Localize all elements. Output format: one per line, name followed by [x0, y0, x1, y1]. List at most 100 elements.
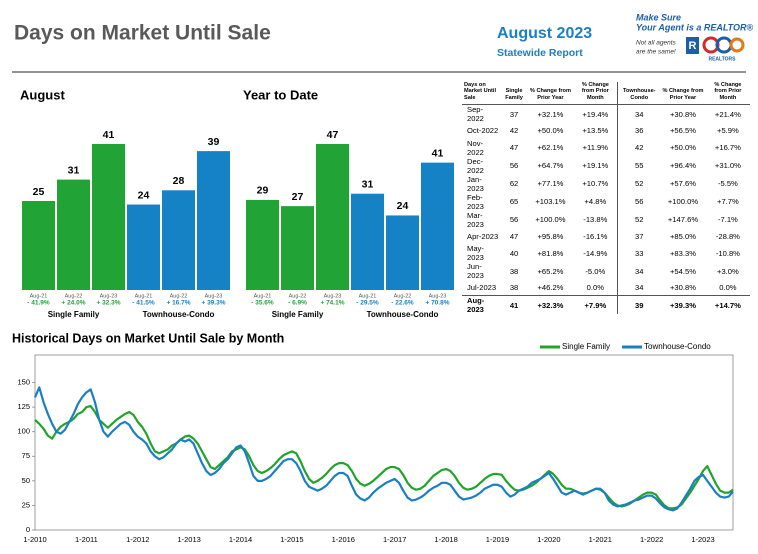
- table-cell: 42: [617, 138, 661, 157]
- x-tick-label: Aug-23: [324, 293, 342, 299]
- table-cell: Feb-2023: [467, 192, 484, 211]
- table-cell: 0.0%: [586, 283, 604, 293]
- table-cell: 47: [509, 143, 519, 153]
- table-cell: 62: [509, 179, 519, 189]
- table-cell: 65: [509, 197, 519, 207]
- bar-value-label: 28: [173, 175, 185, 187]
- bar-value-label: 41: [103, 129, 115, 141]
- table-cell: +19.1%: [582, 161, 609, 171]
- x-tick-label: 1-2023: [691, 535, 714, 544]
- table-cell: +16.7%: [714, 143, 741, 153]
- x-tick-label: 1-2015: [280, 535, 303, 544]
- report-subtitle: Statewide Report: [497, 47, 583, 59]
- group-label: Single Family: [272, 310, 324, 319]
- x-tick-label: Aug-21: [359, 293, 377, 299]
- column-header: Single Family: [500, 82, 528, 106]
- y-tick-label: 0: [26, 525, 30, 534]
- table-cell: 52: [617, 210, 661, 229]
- table-cell: -5.5%: [717, 179, 738, 189]
- column-header: % Change from Prior Year: [660, 82, 706, 106]
- bar-value-label: 24: [397, 200, 409, 212]
- table-cell: +13.5%: [582, 126, 609, 136]
- x-tick-label: Aug-22: [170, 293, 188, 299]
- change-label: + 70.8%: [425, 300, 449, 307]
- table-row: Mar-2023 56 +100.0% -13.8% 52 +147.6% -7.1%: [462, 210, 750, 229]
- table-cell: Sep-2022: [467, 105, 484, 124]
- table-cell: Mar-2023: [467, 210, 484, 229]
- table-row: Jun-2023 38 +65.2% -5.0% 34 +54.5% +3.0%: [462, 262, 750, 281]
- y-tick-label: 75: [22, 451, 30, 460]
- x-tick-label: Aug-23: [429, 293, 447, 299]
- table-cell: +21.4%: [714, 109, 741, 119]
- table-cell: +65.2%: [537, 266, 564, 276]
- table-cell: +46.2%: [537, 283, 564, 293]
- table-cell: 34: [617, 104, 661, 124]
- table-cell: 56: [509, 215, 519, 225]
- table-cell: 47: [509, 231, 519, 241]
- bar: [316, 144, 349, 290]
- table-cell: -16.1%: [583, 231, 608, 241]
- report-title: Days on Market Until Sale: [14, 22, 271, 45]
- change-label: + 32.3%: [96, 300, 120, 307]
- y-tick-label: 125: [17, 402, 30, 411]
- data-table: Days on Market Until Sale Single Family% …: [462, 82, 750, 315]
- bar-value-label: 29: [257, 185, 269, 197]
- table-cell: 56: [617, 192, 661, 211]
- bar-value-label: 25: [33, 186, 45, 198]
- table-cell: +7.7%: [717, 197, 739, 207]
- x-tick-label: 1-2013: [177, 535, 200, 544]
- table-cell: 38: [509, 266, 519, 276]
- table-cell: -7.1%: [717, 215, 738, 225]
- table-row: Sep-2022 37 +32.1% +19.4% 34 +30.8% +21.4%: [462, 104, 750, 124]
- x-tick-label: 1-2017: [383, 535, 406, 544]
- table-cell: 52: [617, 174, 661, 193]
- line: [33, 386, 734, 512]
- logo-text: Your Agent is a REALTOR®: [636, 22, 754, 32]
- bar: [127, 204, 160, 290]
- y-tick-label: 100: [17, 427, 30, 436]
- table-cell: 36: [617, 123, 661, 139]
- logo-icon: [686, 37, 699, 54]
- table-cell: +95.8%: [537, 231, 564, 241]
- table-cell: 40: [509, 248, 519, 258]
- column-header: Townhouse-Condo: [617, 82, 661, 106]
- group-label: Townhouse-Condo: [367, 310, 439, 319]
- x-tick-label: Aug-21: [30, 293, 48, 299]
- bar: [92, 144, 125, 290]
- table-row: Dec-2022 56 +64.7% +19.1% 55 +96.4% +31.0%: [462, 156, 750, 175]
- table-cell: +5.9%: [717, 126, 739, 136]
- table-cell: +39.3%: [660, 295, 706, 315]
- table-cell: +7.9%: [573, 295, 618, 315]
- table: Days on Market Until Sale Single Family% …: [462, 82, 750, 315]
- change-label: - 41.5%: [132, 300, 155, 307]
- table-cell: +10.7%: [582, 179, 609, 189]
- table-row: Oct-2022 42 +50.0% +13.5% 36 +56.5% +5.9%: [462, 123, 750, 139]
- table-cell: +3.0%: [717, 266, 739, 276]
- bar-value-label: 47: [327, 129, 339, 141]
- table-cell: -13.8%: [583, 215, 608, 225]
- change-label: + 39.3%: [201, 300, 225, 307]
- y-tick-label: 25: [22, 500, 30, 509]
- table-cell: Jun-2023: [467, 262, 484, 281]
- table-cell: -5.0%: [585, 266, 606, 276]
- table-cell: +30.8%: [669, 283, 696, 293]
- bar: [197, 151, 230, 290]
- bar: [57, 179, 90, 290]
- table-cell: Nov-2022: [467, 138, 484, 157]
- x-tick-label: 1-2011: [75, 535, 98, 544]
- table-cell: -28.8%: [715, 231, 740, 241]
- x-tick-label: Aug-22: [65, 293, 83, 299]
- report-month: August 2023: [497, 25, 592, 42]
- chart-title: August: [20, 87, 65, 102]
- x-tick-label: Aug-23: [205, 293, 223, 299]
- table-cell: 38: [509, 283, 519, 293]
- x-tick-label: 1-2021: [589, 535, 612, 544]
- y-tick-label: 50: [22, 476, 30, 485]
- table-cell: 34: [617, 280, 661, 296]
- change-label: - 41.9%: [27, 300, 50, 307]
- x-tick-label: Aug-22: [394, 293, 412, 299]
- table-row: Jan-2023 62 +77.1% +10.7% 52 +57.6% -5.5%: [462, 174, 750, 193]
- table-cell: 34: [617, 262, 661, 281]
- x-tick-label: Aug-21: [254, 293, 272, 299]
- column-header: % Change from Prior Year: [527, 82, 574, 106]
